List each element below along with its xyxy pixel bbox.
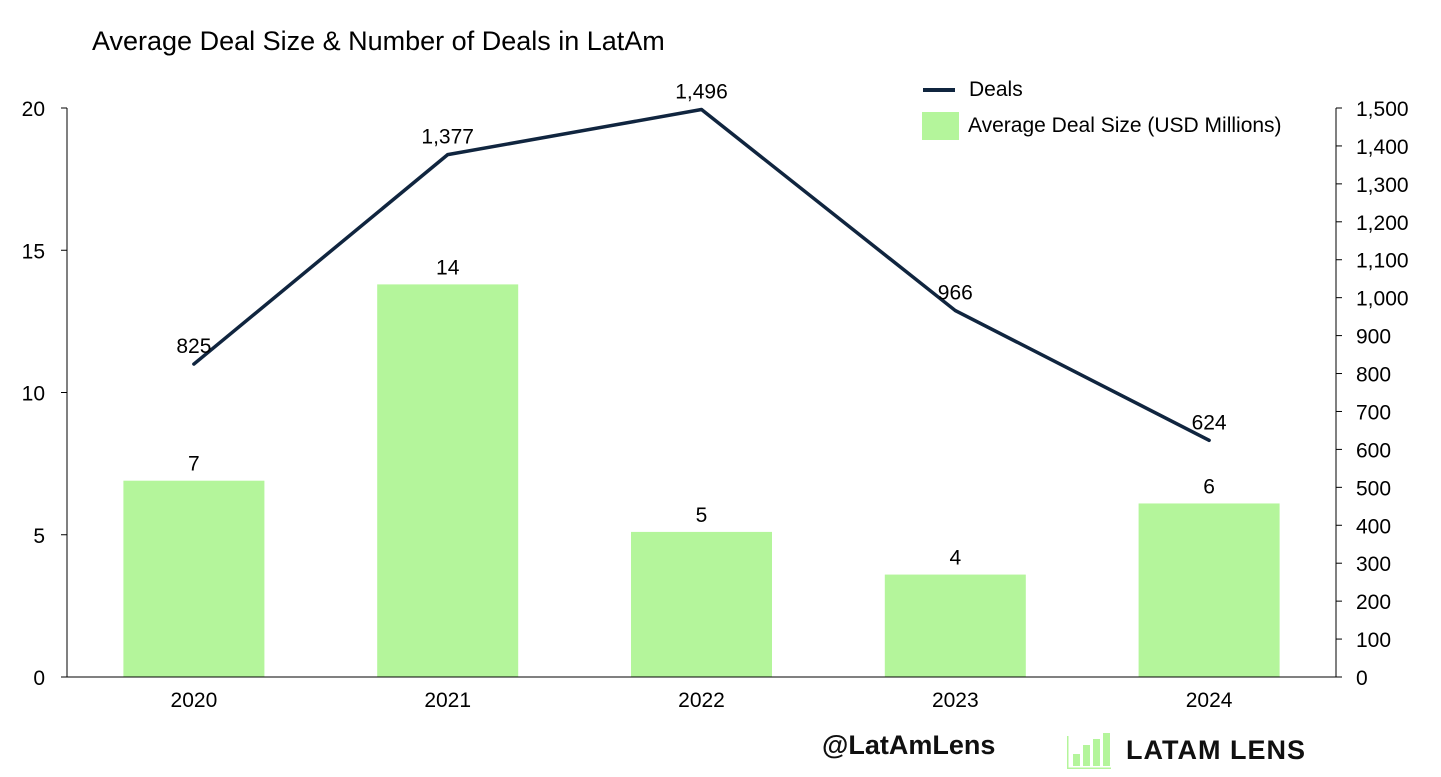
y-left-tick-label-10: 10 <box>22 383 45 406</box>
y-right-tick-label-600: 600 <box>1356 439 1391 462</box>
deals-label-2020: 825 <box>176 335 211 358</box>
deals-point-2024 <box>1207 438 1211 442</box>
y-right-tick-label-1,000: 1,000 <box>1356 288 1409 311</box>
y-right-tick-label-500: 500 <box>1356 477 1391 500</box>
deals-point-2022 <box>700 108 703 112</box>
y-right-tick-label-800: 800 <box>1356 364 1391 387</box>
x-tick-label-2021: 2021 <box>424 689 471 712</box>
deals-line <box>192 107 1211 443</box>
legend-item-deals: Deals <box>922 72 1282 108</box>
legend-box-swatch <box>922 112 959 140</box>
bar-label-2021: 14 <box>436 256 460 279</box>
bar-label-2023: 4 <box>949 547 961 570</box>
y-left-tick-label-5: 5 <box>33 525 45 548</box>
chart-legend: Deals Average Deal Size (USD Millions) <box>922 72 1282 144</box>
legend-item-deal-size: Average Deal Size (USD Millions) <box>922 108 1282 144</box>
footer-brand: LATAM LENS <box>1066 730 1306 770</box>
y-right-tick-label-1,100: 1,100 <box>1356 250 1409 273</box>
deals-label-2021: 1,377 <box>421 126 474 149</box>
bar-chart-logo-icon <box>1067 733 1111 769</box>
bar-2020 <box>123 480 265 677</box>
x-tick-label-2020: 2020 <box>171 689 218 712</box>
legend-label-deals: Deals <box>969 78 1023 101</box>
y-right-tick-label-200: 200 <box>1356 591 1391 614</box>
deals-point-2023 <box>953 309 957 313</box>
bar-2023 <box>884 574 1026 677</box>
y-right-tick-label-0: 0 <box>1356 667 1368 690</box>
chart-title: Average Deal Size & Number of Deals in L… <box>92 26 665 56</box>
y-right-tick-label-1,200: 1,200 <box>1356 212 1409 235</box>
y-right-tick-label-1,500: 1,500 <box>1356 98 1409 121</box>
y-right-tick-label-1,300: 1,300 <box>1356 174 1409 197</box>
y-right-tick-label-1,400: 1,400 <box>1356 136 1409 159</box>
deals-point-2020 <box>192 362 196 366</box>
bar-label-2024: 6 <box>1203 475 1215 498</box>
y-right-tick-label-100: 100 <box>1356 629 1391 652</box>
x-tick-label-2022: 2022 <box>678 689 725 712</box>
footer-brand-name: LATAM LENS <box>1126 734 1306 765</box>
deals-label-2024: 624 <box>1192 411 1227 434</box>
y-left-tick-label-0: 0 <box>33 667 45 690</box>
y-right-tick-label-400: 400 <box>1356 515 1391 538</box>
y-left-tick-label-20: 20 <box>22 98 45 121</box>
bar-label-2020: 7 <box>188 453 200 476</box>
y-right-tick-label-700: 700 <box>1356 401 1391 424</box>
legend-label-deal-size: Average Deal Size (USD Millions) <box>968 114 1282 137</box>
x-tick-label-2023: 2023 <box>932 689 979 712</box>
y-right-tick-label-300: 300 <box>1356 553 1391 576</box>
bar-2024 <box>1138 503 1280 677</box>
bar-2021 <box>377 284 519 677</box>
deals-point-2021 <box>446 153 450 157</box>
y-right-tick-label-900: 900 <box>1356 326 1391 349</box>
bar-label-2022: 5 <box>696 504 708 527</box>
legend-line-swatch <box>923 88 955 92</box>
bar-2022 <box>631 531 772 677</box>
deals-label-2022: 1,496 <box>675 81 728 104</box>
footer-handle: @LatAmLens <box>822 730 996 760</box>
deals-label-2023: 966 <box>938 282 973 305</box>
y-left-tick-label-15: 15 <box>22 240 45 263</box>
x-tick-label-2024: 2024 <box>1186 689 1233 712</box>
